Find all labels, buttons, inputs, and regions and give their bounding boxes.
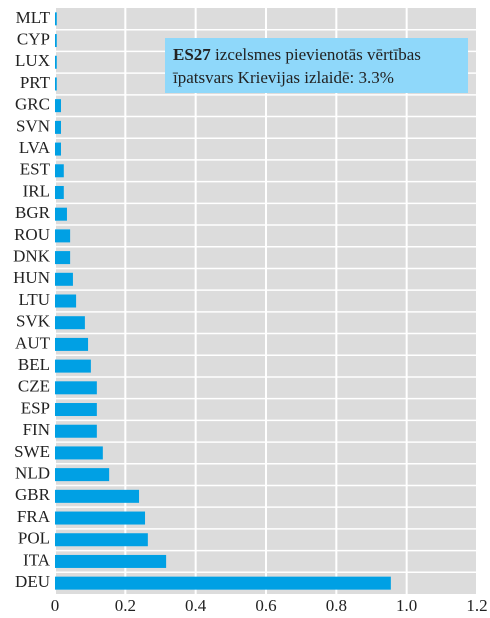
y-tick-label: LUX (15, 51, 50, 70)
bar (55, 359, 91, 373)
y-tick-label: LTU (19, 290, 51, 309)
bar (55, 337, 89, 351)
y-tick-label: BGR (15, 203, 51, 222)
bar (55, 120, 61, 134)
y-tick-label: CZE (18, 377, 50, 396)
bar (55, 533, 148, 547)
bar (55, 185, 64, 199)
bar (55, 424, 97, 438)
bar (55, 576, 391, 590)
annotation-text: īpatsvars Krievijas izlaidē: 3.3% (172, 68, 394, 87)
y-tick-label: PRT (20, 73, 51, 92)
y-tick-label: ITA (23, 550, 51, 569)
bar (55, 511, 146, 525)
annotation-box (165, 38, 468, 93)
x-tick-label: 0.6 (255, 596, 276, 615)
bar (55, 316, 85, 330)
bar (55, 403, 97, 417)
y-tick-label: CYP (17, 29, 50, 48)
x-tick-label: 0 (51, 596, 60, 615)
y-tick-label: DNK (13, 246, 51, 265)
y-tick-label: DEU (15, 572, 50, 591)
x-tick-label: 1.2 (466, 596, 487, 615)
x-tick-label: 1.0 (396, 596, 417, 615)
y-tick-label: LVA (19, 138, 51, 157)
bar (55, 99, 61, 113)
y-tick-label: GBR (15, 485, 51, 504)
y-tick-label: POL (18, 529, 50, 548)
bar (55, 272, 73, 286)
bar (55, 381, 97, 395)
y-tick-label: ESP (21, 398, 50, 417)
annotation-bold: ES27 (173, 45, 211, 64)
annotation: ES27 izcelsmes pievienotās vērtības (173, 45, 421, 64)
y-tick-label: IRL (23, 181, 50, 200)
y-tick-label: FRA (17, 507, 51, 526)
bar (55, 77, 57, 91)
bar (55, 251, 71, 265)
y-tick-label: NLD (15, 464, 50, 483)
x-tick-label: 0.2 (115, 596, 136, 615)
bar (55, 229, 71, 243)
x-tick-label: 0.8 (326, 596, 347, 615)
y-tick-label: EST (20, 160, 51, 179)
bar (55, 164, 64, 178)
y-tick-label: SVN (16, 116, 50, 135)
marks (55, 12, 391, 590)
y-tick-label: MLT (16, 8, 51, 27)
y-tick-label: FIN (23, 420, 50, 439)
grid (54, 8, 478, 594)
bar (55, 34, 57, 48)
y-tick-label: BEL (18, 355, 50, 374)
y-tick-label: SVK (16, 312, 51, 331)
y-tick-label: GRC (15, 95, 50, 114)
bar (55, 554, 167, 568)
bar (55, 489, 140, 503)
bar (55, 12, 57, 26)
y-tick-label: AUT (15, 333, 51, 352)
bar (55, 468, 110, 482)
x-tick-label: 0.4 (185, 596, 207, 615)
bar (55, 55, 57, 69)
y-tick-label: ROU (14, 225, 50, 244)
bar (55, 446, 103, 460)
y-tick-label: SWE (14, 442, 50, 461)
bar (55, 207, 67, 221)
bar (55, 142, 61, 156)
y-tick-label: HUN (13, 268, 50, 287)
bar (55, 294, 77, 308)
annotation-text: izcelsmes pievienotās vērtības (211, 45, 421, 64)
